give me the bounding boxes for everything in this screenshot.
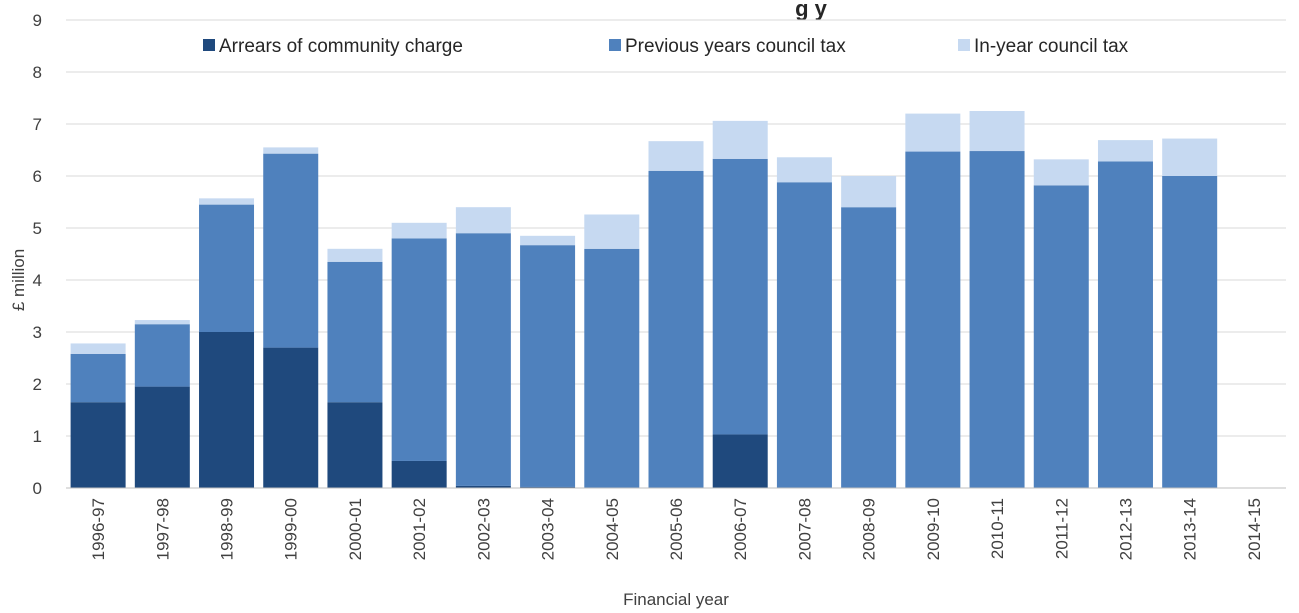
y-tick-label: 6	[33, 167, 42, 186]
bar-segment	[712, 120, 768, 159]
x-tick-label: 2004-05	[603, 498, 622, 560]
x-tick-label: 2001-02	[410, 498, 429, 560]
legend-label: Previous years council tax	[625, 36, 846, 57]
legend-swatch	[609, 39, 621, 51]
bar-segment	[648, 170, 704, 489]
x-tick-label: 2006-07	[731, 498, 750, 560]
legend-label: In-year council tax	[974, 36, 1129, 57]
x-tick-label: 2003-04	[539, 498, 558, 560]
x-tick-label: 1997-98	[153, 498, 172, 560]
legend: Arrears of community charge Previous year…	[203, 36, 1129, 57]
bar-segment	[263, 147, 319, 154]
bar-segment	[520, 486, 576, 488]
bar-segment	[134, 320, 190, 325]
bar-segment	[327, 402, 383, 488]
bar-segment	[455, 485, 511, 488]
bar-segment	[520, 245, 576, 487]
bar-segment	[584, 214, 640, 249]
legend-label: Arrears of community charge	[219, 36, 463, 57]
bar-segment	[841, 207, 897, 488]
x-tick-label: 2008-09	[860, 498, 879, 560]
y-tick-label: 1	[33, 427, 42, 446]
x-tick-label: 2014-15	[1245, 498, 1264, 560]
bar-segment	[520, 235, 576, 246]
bar-segment	[584, 248, 640, 488]
bar-segment	[648, 141, 704, 171]
x-tick-label: 2012-13	[1116, 498, 1135, 560]
y-tick-label: 2	[33, 375, 42, 394]
y-axis-ticks: 0 1 2 3 4 5 6 7 8 9	[33, 11, 42, 498]
bar-segment	[199, 198, 255, 205]
x-tick-label: 1999-00	[282, 498, 301, 560]
bar-segment	[776, 182, 832, 489]
bar-segment	[327, 261, 383, 403]
bar-segment	[1033, 185, 1089, 489]
bar-segment	[1162, 176, 1218, 488]
bar-segment	[391, 460, 447, 488]
x-tick-label: 2009-10	[924, 498, 943, 560]
bar-segment	[1097, 140, 1153, 162]
x-tick-label: 2010-11	[988, 498, 1007, 559]
bar-segment	[905, 151, 961, 488]
bar-segment	[776, 157, 832, 183]
bar-segment	[70, 353, 126, 403]
bar-segment	[712, 158, 768, 435]
bar-segment	[969, 111, 1025, 152]
bar-segment	[712, 434, 768, 488]
bar-segment	[905, 113, 961, 152]
y-tick-label: 3	[33, 323, 42, 342]
y-axis-label: £ million	[9, 249, 28, 311]
bar-segment	[455, 233, 511, 486]
bar-segment	[70, 343, 126, 354]
bar-segment	[134, 324, 190, 387]
y-tick-label: 5	[33, 219, 42, 238]
bars	[70, 111, 1218, 489]
bar-segment	[1033, 159, 1089, 186]
bar-segment	[199, 332, 255, 488]
x-tick-label: 2002-03	[474, 498, 493, 560]
x-axis-label: Financial year	[623, 590, 729, 609]
y-tick-label: 4	[33, 271, 42, 290]
bar-segment	[199, 204, 255, 332]
x-tick-label: 2011-12	[1052, 498, 1071, 559]
bar-segment	[327, 248, 383, 262]
bar-segment	[1162, 138, 1218, 176]
x-tick-label: 1998-99	[218, 498, 237, 560]
bar-segment	[969, 151, 1025, 489]
legend-swatch	[958, 39, 970, 51]
bar-segment	[841, 176, 897, 208]
x-axis-ticks: 1996-97 1997-98 1998-99 1999-00 2000-01 2001-…	[89, 498, 1264, 560]
bar-segment	[263, 347, 319, 488]
chart-title: g y	[795, 0, 828, 21]
x-tick-label: 2005-06	[667, 498, 686, 560]
x-tick-label: 1996-97	[89, 498, 108, 560]
bar-segment	[134, 386, 190, 488]
y-tick-label: 8	[33, 63, 42, 82]
bar-segment	[70, 402, 126, 488]
y-tick-label: 7	[33, 115, 42, 134]
bar-segment	[263, 153, 319, 348]
bar-segment	[455, 207, 511, 234]
bar-segment	[391, 222, 447, 239]
legend-swatch	[203, 39, 215, 51]
bar-segment	[391, 238, 447, 461]
x-tick-label: 2000-01	[346, 498, 365, 560]
x-tick-label: 2007-08	[795, 498, 814, 560]
y-tick-label: 9	[33, 11, 42, 30]
y-tick-label: 0	[33, 479, 42, 498]
bar-segment	[1097, 161, 1153, 488]
x-tick-label: 2013-14	[1181, 498, 1200, 560]
